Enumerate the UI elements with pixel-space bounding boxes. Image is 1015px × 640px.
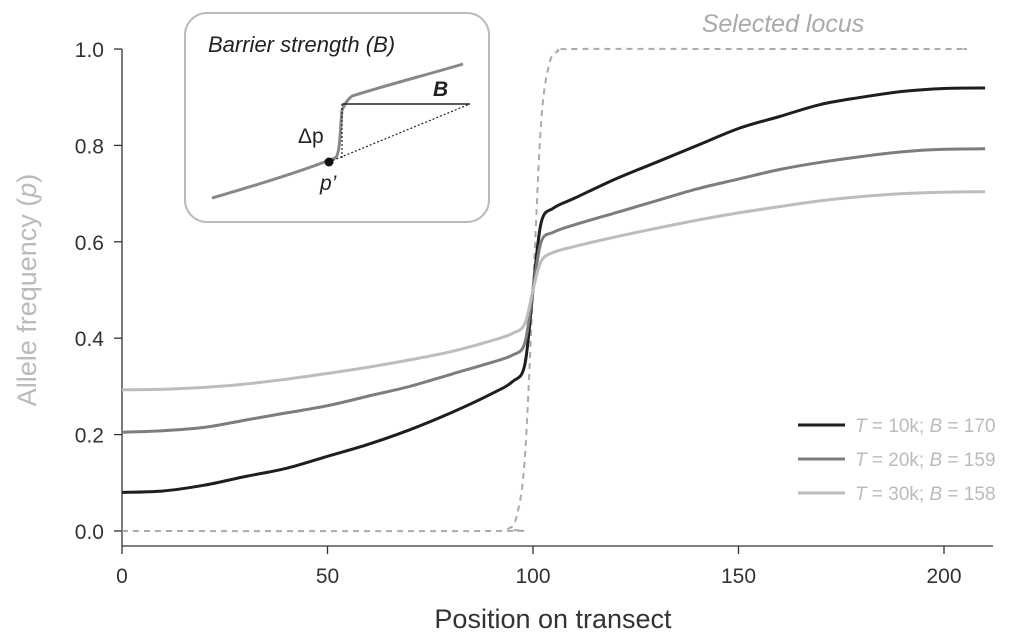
x-axis-label: Position on transect — [434, 604, 672, 634]
selected-locus-line — [121, 47, 969, 533]
series-line-2 — [121, 147, 986, 434]
inset-frame — [184, 12, 490, 223]
y-tick-label: 0.2 — [75, 425, 104, 448]
inset-diagonal-line — [328, 103, 471, 163]
series-line-1 — [121, 86, 986, 494]
legend-label-3: T = 30k; B = 158 — [855, 484, 996, 505]
x-tick-label: 0 — [116, 565, 128, 588]
inset-curve — [211, 62, 464, 200]
series-layer: Selected locus — [121, 10, 986, 533]
y-axis-label: Allele frequency (p) — [12, 174, 42, 407]
inset-p-prime-label: p’ — [319, 172, 337, 195]
legend-label-2: T = 20k; B = 159 — [855, 450, 996, 471]
inset-p-prime-point — [324, 157, 334, 167]
legend-label-1: T = 10k; B = 170 — [855, 416, 996, 437]
y-tick-label: 0.6 — [75, 232, 104, 255]
y-tick-label: 1.0 — [75, 39, 104, 62]
inset-barrier-strength: Barrier strength (B) Δp p’ B — [184, 12, 490, 223]
y-tick-label: 0.8 — [75, 135, 104, 158]
inset-delta-p-label: Δp — [298, 125, 324, 148]
series-line-3 — [121, 190, 986, 392]
axes: 0.0 0.2 0.4 0.6 0.8 1.0 0 50 100 150 200 Position o… — [12, 39, 993, 634]
inset-title: Barrier strength (B) — [208, 32, 395, 57]
x-tick-label: 50 — [316, 565, 339, 588]
x-tick-label: 200 — [926, 565, 961, 588]
y-tick-label: 0.4 — [75, 328, 105, 351]
y-tick-label: 0.0 — [75, 521, 104, 544]
inset-b-label: B — [433, 78, 448, 101]
legend: T = 10k; B = 170 T = 20k; B = 159 T = 30k;… — [798, 416, 996, 505]
x-tick-label: 150 — [721, 565, 756, 588]
x-tick-label: 100 — [515, 565, 550, 588]
selected-locus-label: Selected locus — [702, 10, 865, 38]
